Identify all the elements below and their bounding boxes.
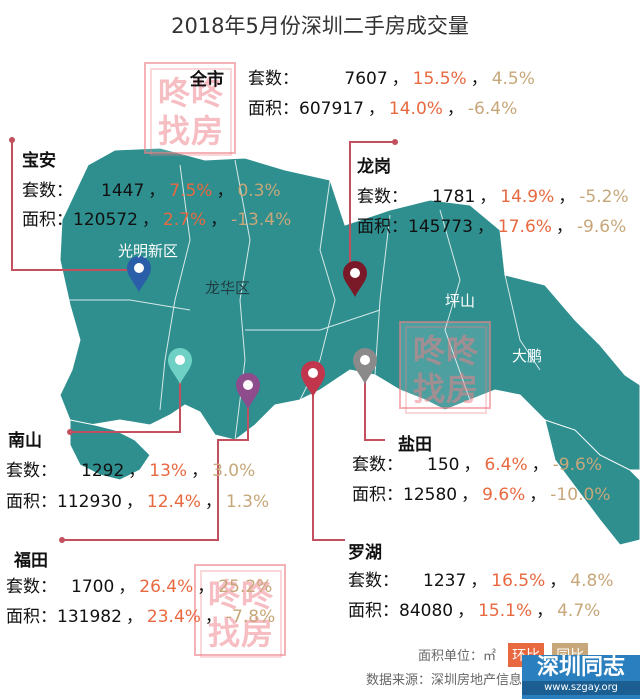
citywide-area-row: 面积：607917， 14.0%， -6.4% xyxy=(248,99,518,119)
data-source: 数据来源：深圳房地产信息平台 xyxy=(366,673,549,688)
pin-yantian xyxy=(353,348,377,384)
leader-longgang xyxy=(349,141,395,280)
nanshan-area-row: 面积：112930， 12.4%， 1.3% xyxy=(6,492,270,512)
nanshan-count-row: 套数： 1292， 13%， 3.0% xyxy=(6,461,256,481)
map-dapeng xyxy=(544,419,640,546)
pin-nanshan xyxy=(168,348,192,384)
page-title: 2018年5月份深圳二手房成交量 xyxy=(171,14,469,38)
district-name-nanshan: 南山 xyxy=(8,431,42,451)
yantian-count-row: 套数： 150， 6.4%， -9.6% xyxy=(352,455,602,475)
district-name-citywide: 全市 xyxy=(190,70,224,90)
district-name-futian: 福田 xyxy=(14,551,48,571)
watermark: 咚咚 找房 xyxy=(200,570,283,658)
district-name-baoan: 宝安 xyxy=(22,151,56,171)
map-nanshan xyxy=(69,419,151,481)
map-label-longhua: 龙华区 xyxy=(205,279,251,297)
pin-guangming xyxy=(127,256,151,292)
logo-name: 深圳同志 xyxy=(536,655,625,680)
longgang-area-row: 面积：145773， 17.6%， -9.6% xyxy=(357,217,627,237)
leader-yantian xyxy=(364,370,385,441)
map-label-pingshan: 坪山 xyxy=(445,292,476,310)
legend-unit: 面积单位：㎡ xyxy=(418,649,497,664)
pin-longgang xyxy=(343,261,367,297)
futian-count-row: 套数： 1700， 26.4%， 25.2% xyxy=(6,577,273,597)
leader-luohu xyxy=(312,385,345,541)
district-name-longgang: 龙岗 xyxy=(357,157,391,177)
yantian-area-row: 面积：12580， 9.6%， -10.0% xyxy=(352,485,611,505)
map-label-guangming: 光明新区 xyxy=(118,242,179,260)
futian-area-row: 面积：131982， 23.4%， -7.8% xyxy=(6,607,276,627)
luohu-count-row: 套数： 1237， 16.5%， 4.8% xyxy=(348,571,614,591)
logo-url: www.szgay.org xyxy=(522,681,640,695)
leader-nanshan xyxy=(70,370,181,433)
pin-luohu xyxy=(301,361,325,397)
luohu-area-row: 面积：84080， 15.1%， 4.7% xyxy=(348,601,601,621)
district-name-luohu: 罗湖 xyxy=(348,543,382,563)
district-name-yantian: 盐田 xyxy=(398,435,432,455)
map-label-dapeng: 大鹏 xyxy=(512,347,543,365)
leader-futian xyxy=(62,395,249,541)
citywide-count-row: 套数： 7607， 15.5%， 4.5% xyxy=(248,69,535,89)
baoan-area-row: 面积：120572， 2.7%， -13.4% xyxy=(22,210,292,230)
baoan-count-row: 套数： 1447， 7.5%， 0.3% xyxy=(22,181,281,201)
pin-futian xyxy=(236,373,260,409)
watermark: 咚咚 找房 xyxy=(405,326,488,414)
leader-baoan xyxy=(11,140,140,271)
longgang-count-row: 套数： 1781， 14.9%， -5.2% xyxy=(357,187,629,207)
site-logo: 深圳同志 www.szgay.org xyxy=(522,655,640,699)
watermark: 咚咚 找房 xyxy=(150,68,233,156)
